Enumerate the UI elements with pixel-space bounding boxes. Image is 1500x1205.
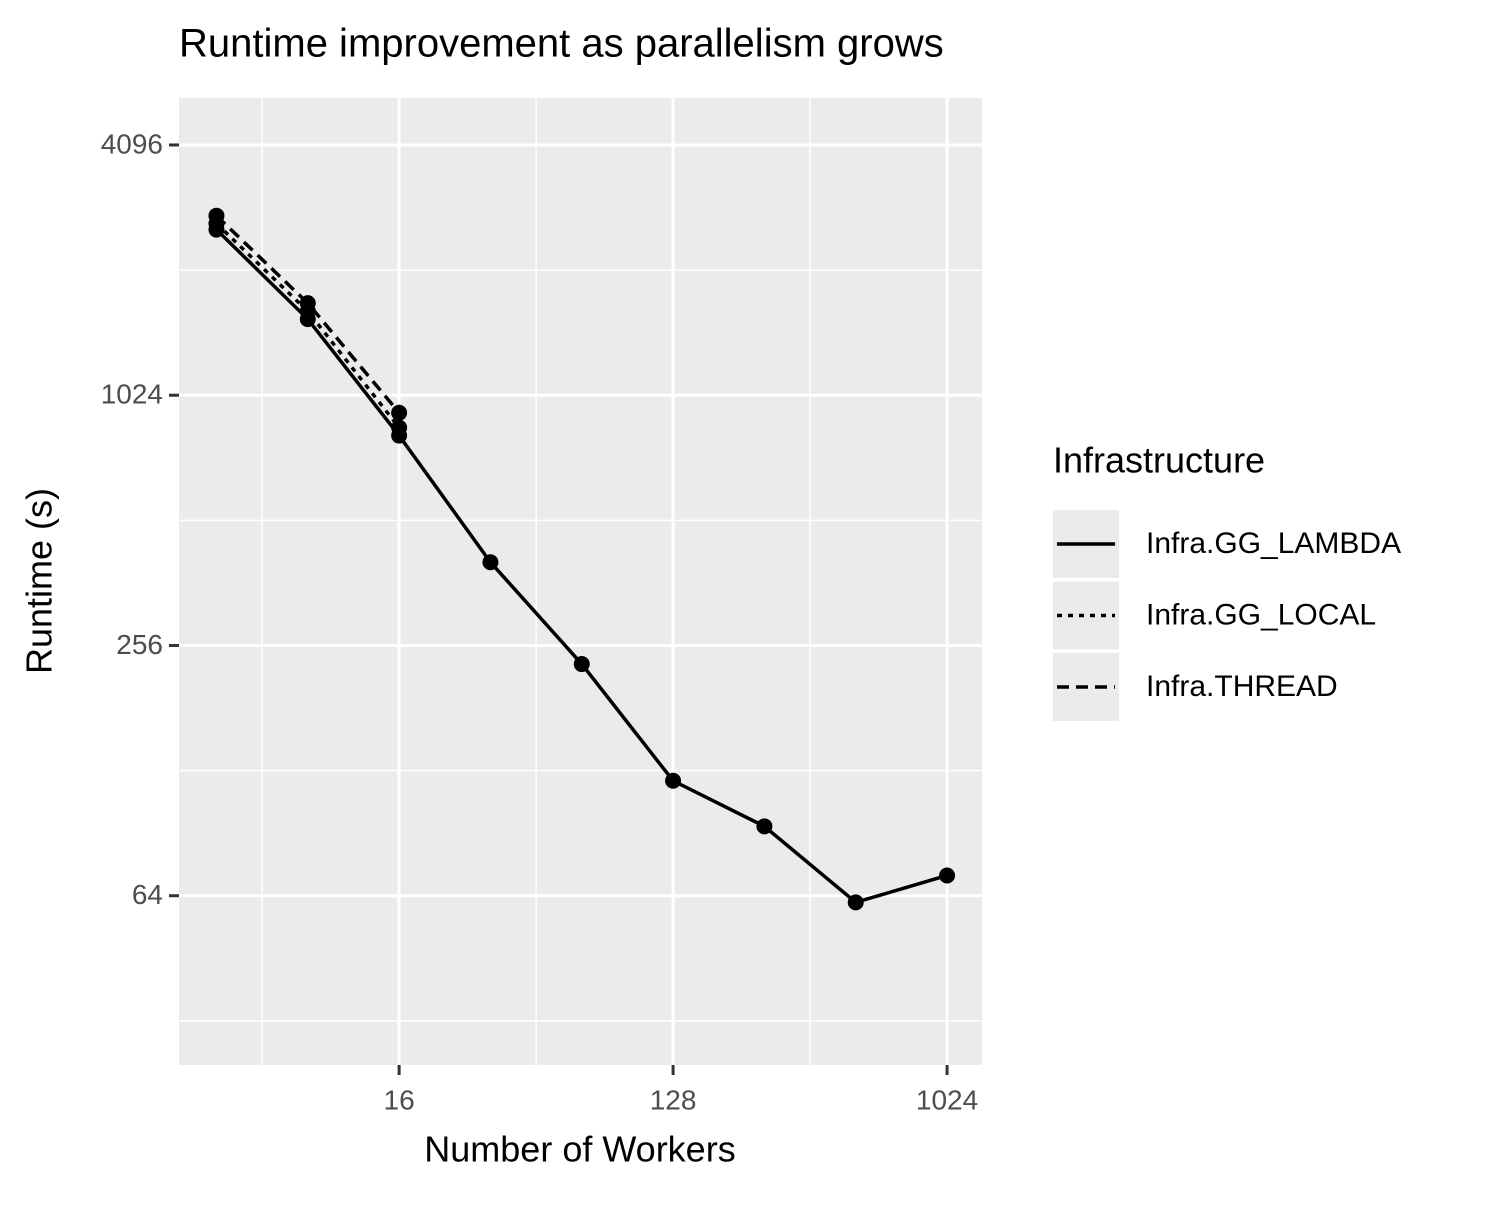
data-point — [482, 554, 499, 571]
data-point — [299, 295, 316, 312]
x-tick-label: 1024 — [916, 1084, 978, 1115]
data-point — [939, 867, 956, 884]
x-axis-title: Number of Workers — [424, 1129, 735, 1170]
data-point — [208, 207, 225, 224]
grid — [179, 98, 982, 1065]
y-axis-title: Runtime (s) — [19, 488, 60, 674]
y-tick-label: 4096 — [101, 128, 163, 159]
data-point — [573, 656, 590, 673]
data-point — [756, 818, 773, 835]
legend-key-bg — [1053, 581, 1119, 650]
legend-label: Infra.GG_LOCAL — [1146, 598, 1376, 631]
legend-label: Infra.GG_LAMBDA — [1146, 527, 1401, 560]
data-point — [847, 894, 864, 911]
data-point — [391, 419, 408, 436]
y-tick-label: 64 — [132, 879, 163, 910]
data-point — [665, 772, 682, 789]
legend-title: Infrastructure — [1053, 440, 1265, 481]
y-tick-label: 256 — [116, 629, 163, 660]
plot-area — [208, 207, 956, 911]
plot-panel — [179, 98, 982, 1065]
data-point — [391, 404, 408, 421]
legend: Infra.GG_LAMBDA Infra.GG_LOCAL Infra.THREA… — [1053, 510, 1401, 721]
x-tick-label: 128 — [650, 1084, 697, 1115]
series-line — [215, 214, 401, 414]
x-tick-label: 16 — [384, 1084, 415, 1115]
y-tick-label: 1024 — [101, 379, 163, 410]
chart-title: Runtime improvement as parallelism grows — [179, 22, 944, 66]
legend-label: Infra.THREAD — [1146, 670, 1338, 703]
